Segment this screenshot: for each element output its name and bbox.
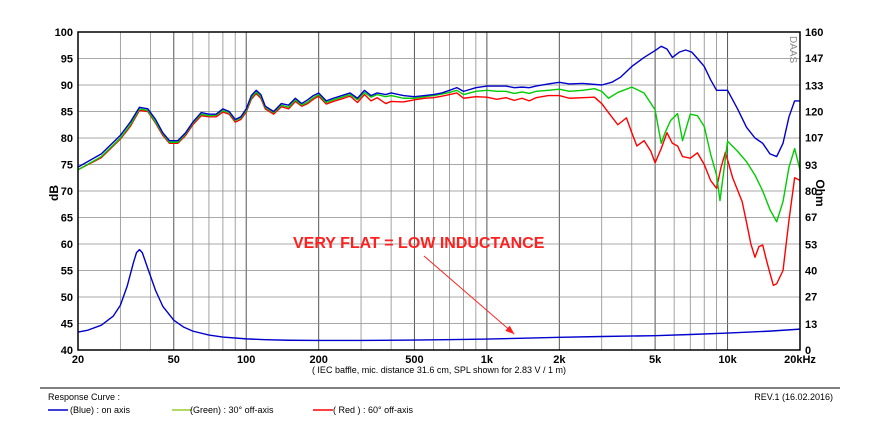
axis-ticks: 20 50 100 200 500 1k 2k 5k 10k 20kHz 40 45 50 55 60 65 7… (55, 27, 824, 366)
annotation-text: VERY FLAT = LOW INDUCTANCE (293, 235, 545, 252)
watermark-logo: DAAS (787, 36, 798, 64)
legend-heading: Response Curve : (48, 392, 120, 402)
x-tick-label: 50 (168, 354, 180, 366)
y-right-tick-label: 40 (805, 266, 817, 278)
legend-item-red: ( Red ) : 60° off-axis (333, 405, 413, 415)
y-right-tick-label: 80 (805, 186, 817, 198)
y-right-tick-label: 67 (805, 212, 817, 224)
y-right-tick-label: 160 (805, 27, 823, 39)
y-left-tick-label: 50 (61, 292, 73, 304)
y-right-tick-label: 13 (805, 319, 817, 331)
y-right-tick-label: 107 (805, 132, 823, 144)
revision-label: REV.1 (16.02.2016) (754, 392, 833, 402)
series-line-red-60-off-axis (77, 92, 801, 287)
y-right-tick-label: 53 (805, 240, 817, 252)
series-line-impedance (77, 248, 801, 342)
x-tick-label: 20 (72, 354, 84, 366)
y-right-tick-label: 147 (805, 53, 823, 65)
y-left-tick-label: 75 (61, 160, 73, 172)
y-left-tick-label: 85 (61, 107, 73, 119)
right-axis-title: Ohm (813, 179, 827, 206)
series-line-blue-on-axis (77, 45, 800, 168)
y-right-tick-label: 0 (805, 345, 811, 357)
legend-item-blue: (Blue) : on axis (70, 405, 131, 415)
left-axis-title: dB (47, 185, 61, 201)
x-tick-label: 10k (718, 354, 737, 366)
x-tick-label: 2k (553, 354, 566, 366)
x-tick-label: 5k (649, 354, 662, 366)
y-left-tick-label: 70 (61, 186, 73, 198)
x-tick-label: 100 (237, 354, 255, 366)
series-line-green-30-off-axis (77, 86, 801, 223)
annotation-arrowhead (505, 325, 515, 335)
chart-caption: ( IEC baffle, mic. distance 31.6 cm, SPL… (312, 365, 566, 375)
y-left-tick-label: 100 (55, 27, 73, 39)
legend-item-green: (Green) : 30° off-axis (190, 405, 274, 415)
x-tick-label: 1k (481, 354, 494, 366)
chart-curves (77, 45, 801, 342)
y-left-tick-label: 95 (61, 54, 73, 66)
y-right-tick-label: 133 (805, 81, 823, 93)
y-left-tick-label: 60 (61, 239, 73, 251)
y-left-tick-label: 80 (61, 133, 73, 145)
y-left-tick-label: 45 (61, 319, 73, 331)
x-tick-label: 200 (309, 354, 327, 366)
chart-grid (77, 31, 801, 351)
y-left-tick-label: 90 (61, 80, 73, 92)
x-tick-label: 20kHz (784, 354, 816, 366)
y-left-tick-label: 65 (61, 213, 73, 225)
y-right-tick-label: 120 (805, 107, 823, 119)
y-right-tick-label: 93 (805, 160, 817, 172)
y-left-tick-label: 55 (61, 266, 73, 278)
annotation-arrow (423, 255, 515, 335)
y-right-tick-label: 27 (805, 291, 817, 303)
x-tick-label: 500 (405, 354, 423, 366)
y-left-tick-label: 40 (61, 345, 73, 357)
plot-frame (77, 31, 801, 351)
